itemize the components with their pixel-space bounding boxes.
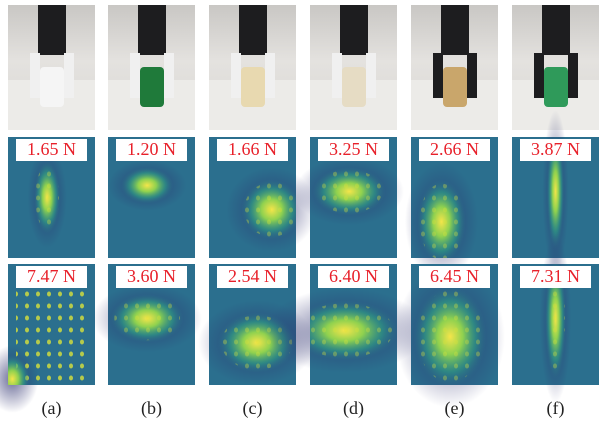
map-content [417,179,466,264]
tactile-map: 2.66 N [405,137,498,281]
force-label: 6.45 N [430,266,479,286]
map-content [111,294,184,342]
gripper-left [332,53,342,98]
force-label: 2.54 N [228,266,277,286]
gripper-right [467,53,477,98]
robot-arm [239,5,267,55]
force-label: 1.20 N [127,139,176,159]
gripper-left [231,53,241,98]
panel-label: (c) [243,398,263,419]
panel-label: (a) [42,398,62,419]
robot-arm [340,5,368,55]
object [241,67,265,107]
panel-label: (d) [343,398,364,419]
map-content [414,286,487,388]
gripper-right [568,53,578,98]
tactile-map: 3.60 N [92,264,202,385]
dot-grid [114,297,180,341]
gripper-right [366,53,376,98]
object [443,67,467,107]
object [544,67,568,107]
photo [209,5,296,130]
force-label: 3.25 N [329,139,378,159]
robot-arm [38,5,66,55]
robot-arm [138,5,166,55]
force-label: 3.60 N [127,266,176,286]
panel-label: (f) [547,398,565,419]
gripper-left [534,53,544,98]
force-label: 7.31 N [531,266,580,286]
photo [8,5,95,130]
dot-grid [417,291,483,382]
force-label: 1.66 N [228,139,277,159]
photo [411,5,498,130]
robot-arm [542,5,570,55]
gripper-right [164,53,174,98]
tactile-map: 3.25 N [294,137,404,258]
dot-grid [244,182,299,236]
force-label: 3.87 N [531,139,580,159]
photo [310,5,397,130]
tactile-map: 6.45 N [395,264,505,408]
panel-label: (b) [141,398,162,419]
gripper-left [433,53,443,98]
force-label: 7.47 N [27,266,76,286]
tactile-map: 1.65 N [8,137,95,258]
dot-grid [296,303,393,357]
gripper-right [64,53,74,98]
tactile-map: 1.20 N [108,137,195,258]
force-label: 6.40 N [329,266,378,286]
force-label: 1.65 N [27,139,76,159]
photo [108,5,195,130]
tactile-map: 7.31 N [512,234,599,403]
map-content [121,167,173,203]
figure: 1.65 N 7.47 N (a) 1.20 N 3.60 N (b) 1.66 N 2.54… [0,0,599,428]
contact-blob [121,167,173,203]
robot-arm [441,5,469,55]
gripper-left [30,53,40,98]
map-content [34,161,60,234]
dot-grid [420,184,464,260]
object [140,67,164,107]
dot-grid [35,165,58,230]
dot-grid [316,170,382,214]
gripper-left [130,53,140,98]
object [342,67,366,107]
map-content [241,179,302,240]
map-content [313,167,386,215]
panel-label: (e) [445,398,465,419]
gripper-right [265,53,275,98]
object [40,67,64,107]
force-label: 2.66 N [430,139,479,159]
tactile-map: 7.47 N [0,264,95,413]
